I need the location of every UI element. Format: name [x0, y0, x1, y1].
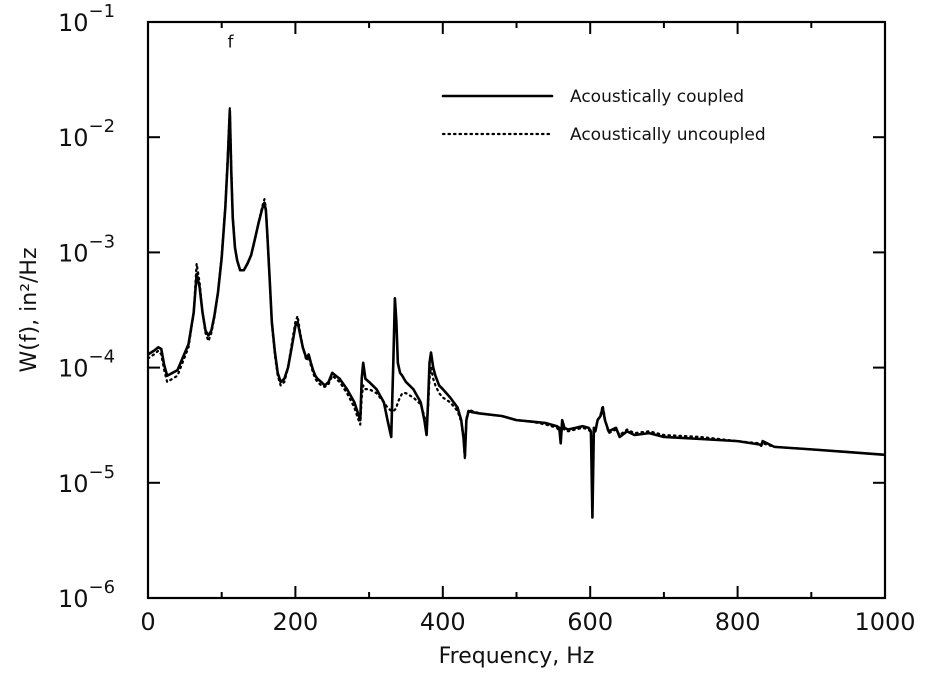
y-tick-label: 10−3 [58, 231, 115, 267]
y-tick-label: 10−4 [58, 347, 115, 383]
x-tick-label: 400 [420, 608, 466, 636]
axis-ticks [147, 21, 886, 599]
x-tick-label: 1000 [854, 608, 915, 636]
series-line-coupled [148, 109, 885, 519]
x-tick-label: 600 [567, 608, 613, 636]
y-axis-tick-labels: 10−6 10−5 10−4 10−3 10−2 10−1 [58, 1, 115, 613]
y-tick-label: 10−1 [58, 1, 115, 37]
annotations: f [228, 33, 235, 53]
x-axis-title: Frequency, Hz [439, 644, 595, 669]
x-axis-tick-labels: 0 200 400 600 800 1000 [140, 608, 915, 636]
legend-label: Acoustically coupled [570, 87, 744, 107]
x-tick-label: 0 [140, 608, 155, 636]
x-tick-label: 200 [272, 608, 318, 636]
legend-label: Acoustically uncoupled [570, 125, 766, 145]
peak-annotation: f [228, 33, 235, 53]
x-tick-label: 800 [715, 608, 761, 636]
y-tick-label: 10−2 [58, 116, 115, 152]
legend: Acoustically coupled Acoustically uncoupl… [441, 87, 766, 145]
y-axis-title: W(f), in²/Hz [17, 247, 42, 372]
plot-area [148, 106, 885, 519]
y-tick-label: 10−5 [58, 462, 115, 498]
y-tick-label: 10−6 [58, 577, 115, 613]
